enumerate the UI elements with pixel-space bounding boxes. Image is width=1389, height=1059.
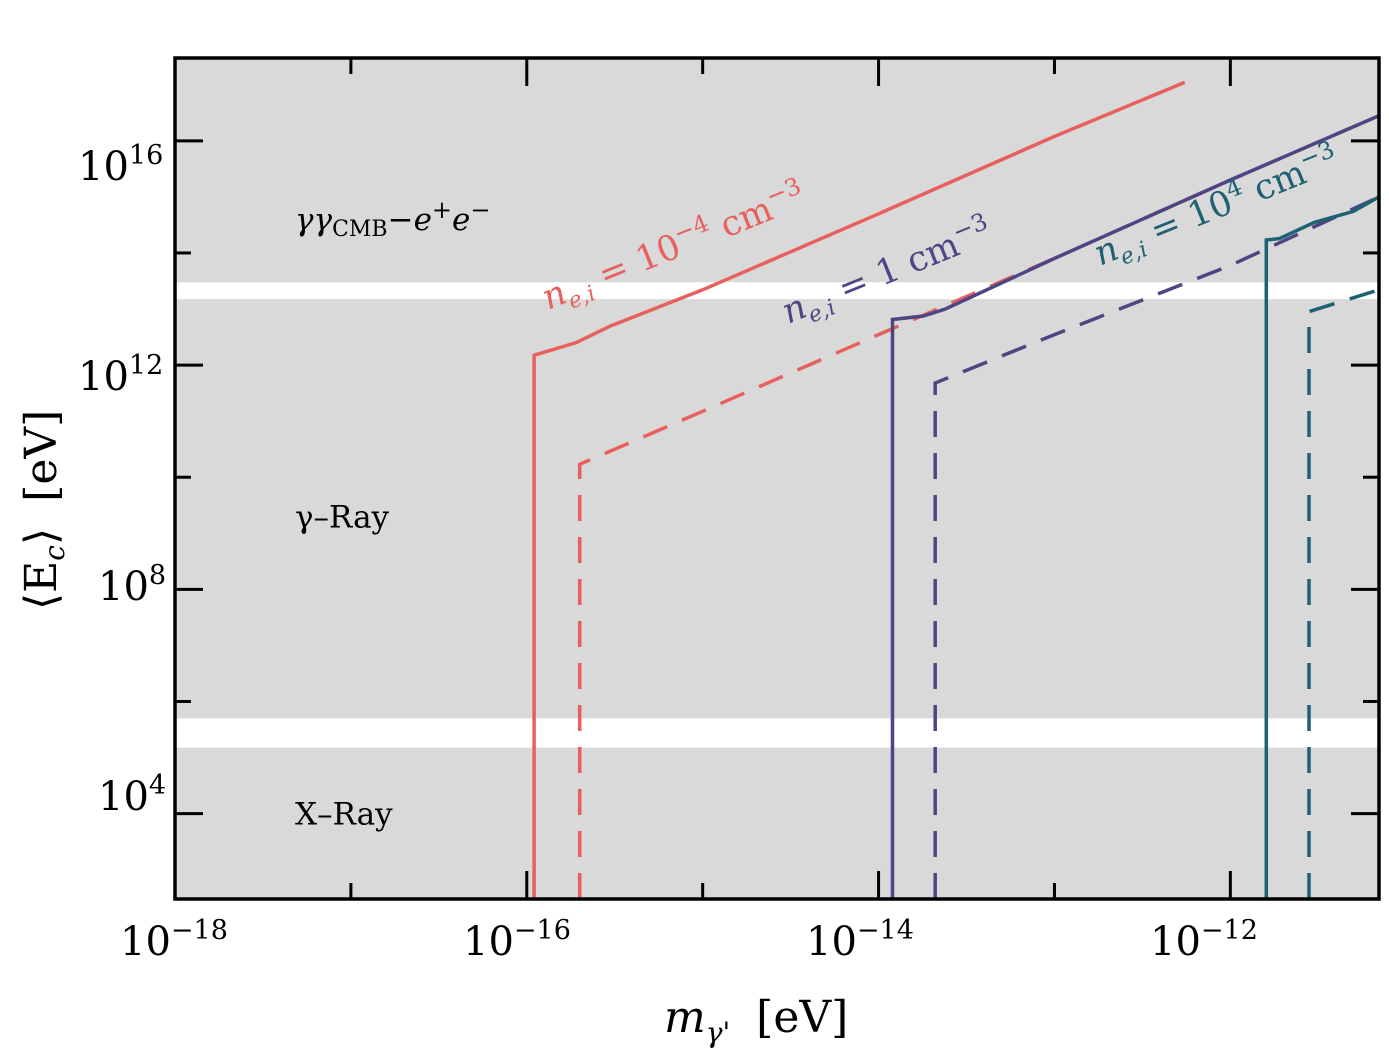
band-xray	[175, 747, 1379, 899]
energy-bands	[175, 58, 1379, 899]
curves	[532, 80, 1379, 899]
series-line-0	[532, 80, 1186, 899]
y-tick-label: 1016	[78, 140, 163, 190]
y-tick-label: 108	[98, 560, 166, 610]
band-label-xray: X–Ray	[295, 797, 393, 833]
series-line-5	[1307, 288, 1379, 899]
y-tick-label: 104	[98, 770, 166, 820]
series-line-4	[1264, 195, 1379, 899]
x-axis-label: mγ' [eV]	[664, 992, 848, 1049]
series-line-2	[890, 114, 1379, 899]
x-tick-label: 10−16	[463, 915, 571, 965]
y-tick-label: 1012	[78, 350, 163, 400]
band-gamma-ray	[175, 299, 1379, 719]
band-gg-cmb	[175, 58, 1379, 283]
x-tick-label: 10−12	[1150, 915, 1258, 965]
x-tick-label: 10−18	[120, 915, 228, 965]
band-label-gamma-ray: γ–Ray	[295, 499, 390, 535]
band-label-gg-cmb: γγCMB−e+e−	[295, 196, 491, 242]
x-tick-label: 10−14	[806, 915, 914, 965]
series-line-3	[933, 195, 1379, 899]
y-axis-label: ⟨Ec⟩[eV]	[16, 410, 71, 610]
ticks	[173, 58, 1379, 899]
